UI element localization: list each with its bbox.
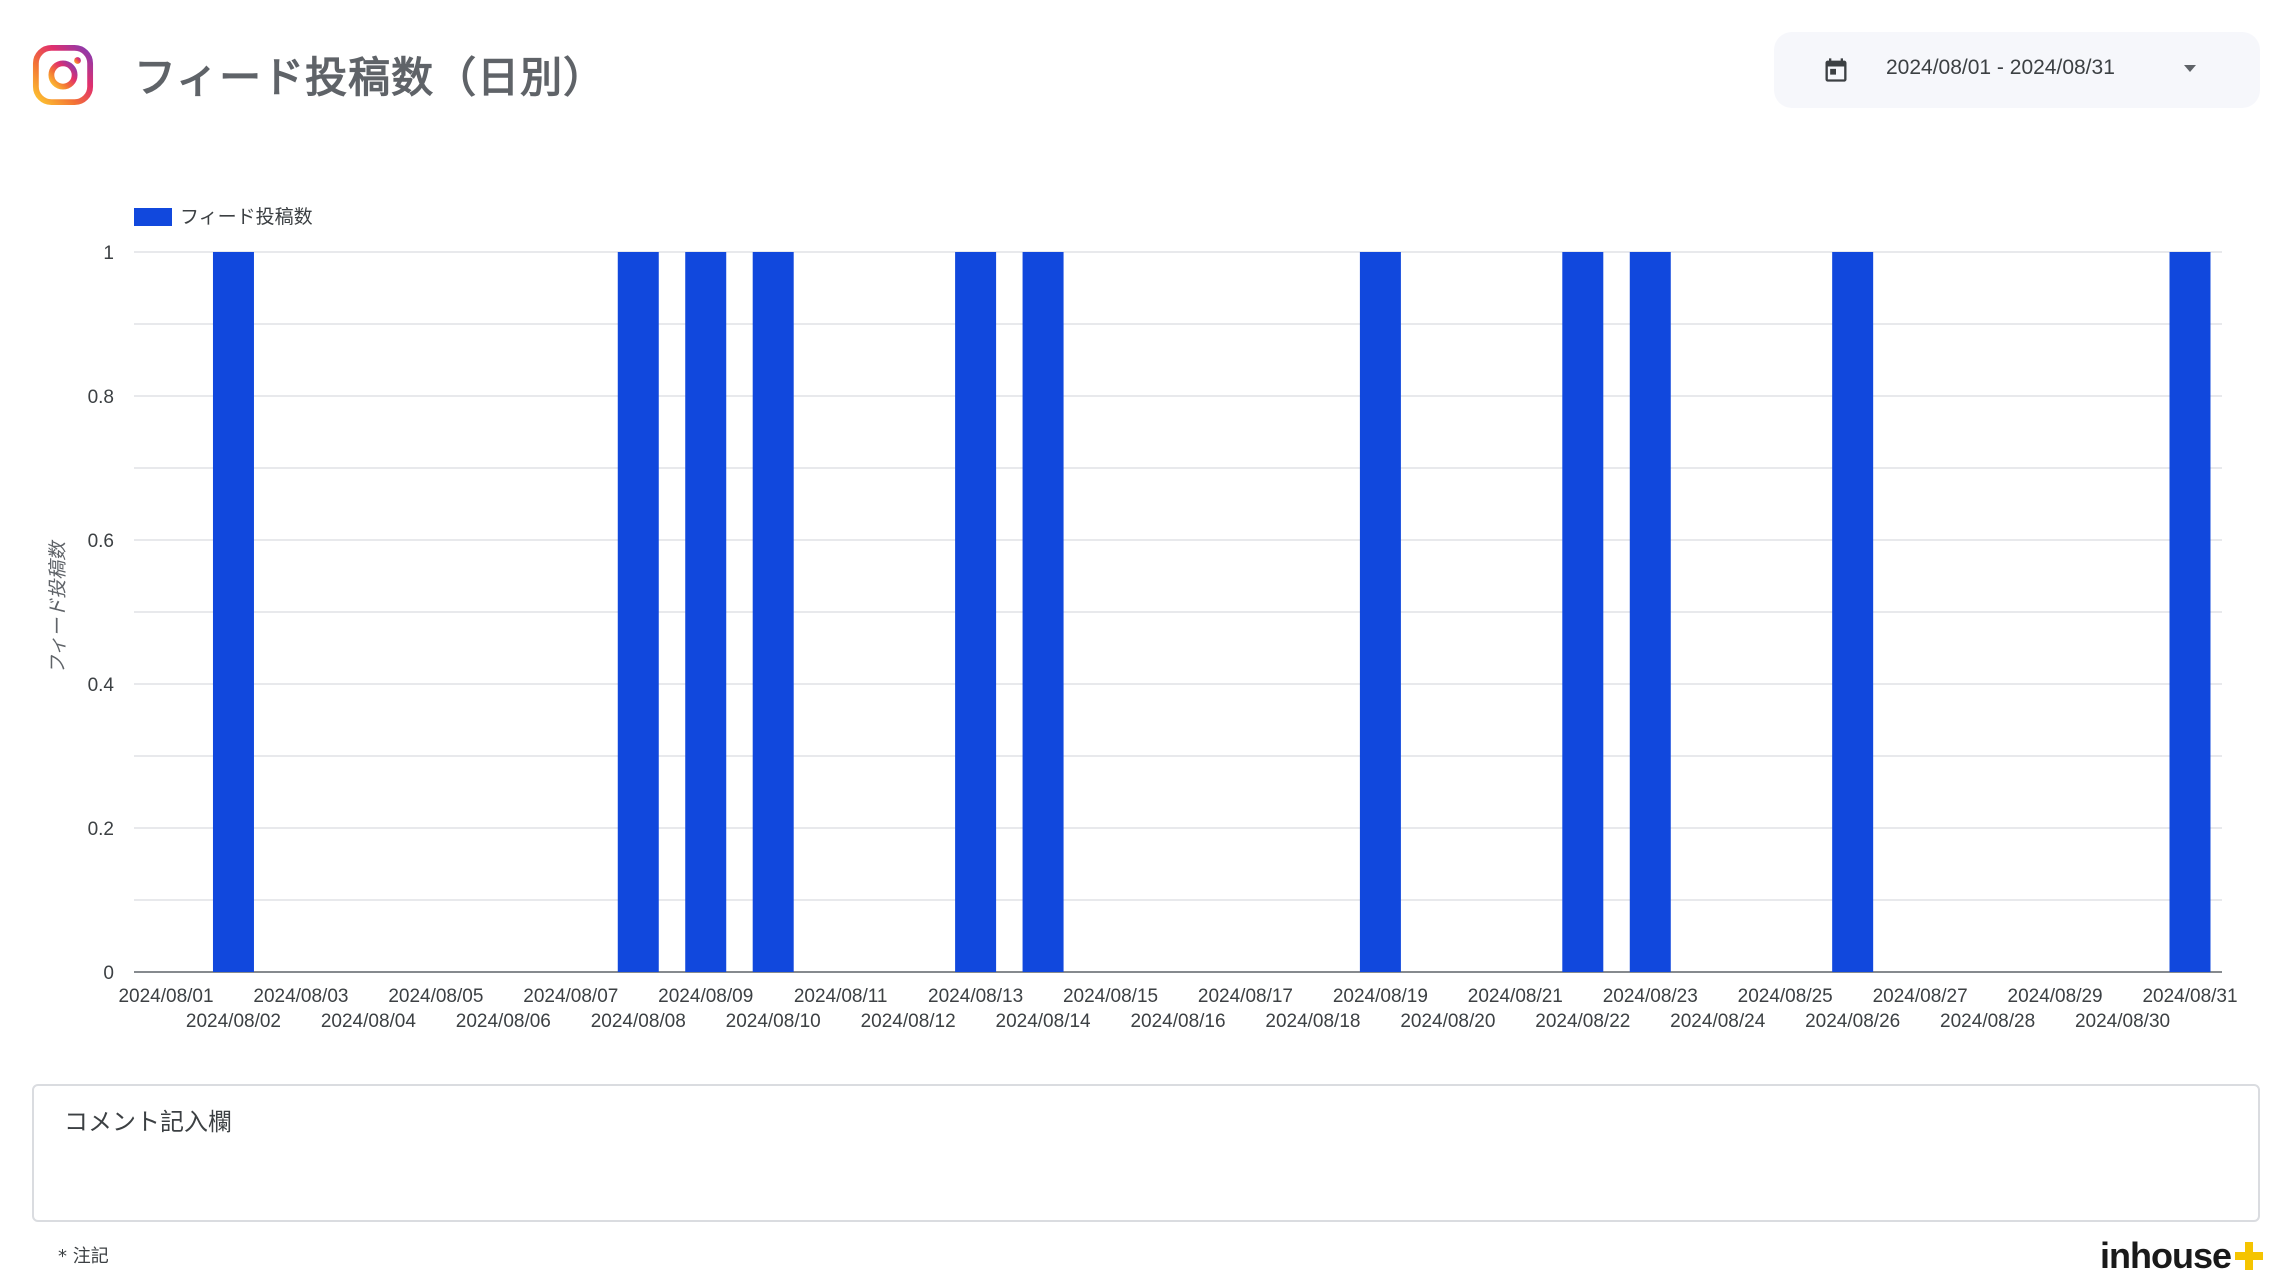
bar <box>1359 252 1401 972</box>
x-tick-label: 2024/08/02 <box>186 1011 281 1032</box>
x-tick-label: 2024/08/17 <box>1198 986 1293 1007</box>
legend-swatch <box>134 208 172 226</box>
footnote: * 注記 <box>58 1246 109 1267</box>
comment-box[interactable]: コメント記入欄 <box>32 1084 2260 1222</box>
bar <box>2169 252 2211 972</box>
x-tick-label: 2024/08/28 <box>1940 1011 2035 1032</box>
bar <box>1562 252 1604 972</box>
x-tick-label: 2024/08/26 <box>1805 1011 1900 1032</box>
x-tick-label: 2024/08/07 <box>523 986 618 1007</box>
x-tick-label: 2024/08/13 <box>928 986 1023 1007</box>
x-tick-label: 2024/08/10 <box>726 1011 821 1032</box>
bar <box>212 252 254 972</box>
x-tick-label: 2024/08/20 <box>1400 1011 1495 1032</box>
y-tick-label: 0.6 <box>88 531 114 552</box>
x-tick-label: 2024/08/25 <box>1738 986 1833 1007</box>
x-tick-label: 2024/08/14 <box>996 1011 1092 1032</box>
x-tick-label: 2024/08/18 <box>1265 1011 1360 1032</box>
y-tick-label: 0.2 <box>88 819 114 840</box>
chart-grid <box>134 251 2222 973</box>
y-axis-ticks: 0 0.2 0.4 0.6 0.8 1 <box>88 243 115 984</box>
date-range-picker[interactable]: 2024/08/01 - 2024/08/31 <box>1774 32 2260 108</box>
x-tick-label: 2024/08/09 <box>658 986 753 1007</box>
x-tick-label: 2024/08/21 <box>1468 986 1563 1007</box>
bar <box>752 252 794 972</box>
x-tick-label: 2024/08/03 <box>253 986 348 1007</box>
bar <box>1832 252 1874 972</box>
x-tick-label: 2024/08/29 <box>2008 986 2103 1007</box>
x-tick-label: 2024/08/24 <box>1670 1011 1766 1032</box>
x-tick-label: 2024/08/11 <box>794 986 888 1007</box>
page-title: フィード投稿数（日別） <box>134 53 607 102</box>
comment-label: コメント記入欄 <box>64 1108 232 1136</box>
x-axis-ticks: 2024/08/01 2024/08/02 2024/08/03 2024/08/04… <box>118 986 2237 1032</box>
x-tick-label: 2024/08/19 <box>1333 986 1428 1007</box>
x-tick-label: 2024/08/16 <box>1130 1011 1225 1032</box>
x-tick-label: 2024/08/08 <box>591 1011 686 1032</box>
x-tick-label: 2024/08/15 <box>1063 986 1158 1007</box>
bar <box>685 252 727 972</box>
y-axis-label: フィード投稿数 <box>47 539 69 675</box>
bar-chart: フィード投稿数 00.20.40.60.81 2024/08/012024/08… <box>47 206 2238 1032</box>
brand-logo: inhouse <box>2100 1232 2265 1280</box>
x-tick-label: 2024/08/22 <box>1535 1011 1630 1032</box>
x-tick-label: 2024/08/06 <box>456 1011 551 1032</box>
x-tick-label: 2024/08/23 <box>1603 986 1698 1007</box>
y-tick-label: 0.8 <box>88 387 114 408</box>
x-tick-label: 2024/08/30 <box>2075 1011 2170 1032</box>
x-tick-label: 2024/08/05 <box>388 986 483 1007</box>
x-tick-label: 2024/08/31 <box>2142 986 2237 1007</box>
brand-name: inhouse <box>2100 1235 2232 1276</box>
x-tick-label: 2024/08/01 <box>118 986 213 1007</box>
x-tick-label: 2024/08/04 <box>321 1011 417 1032</box>
y-tick-label: 0 <box>103 963 114 984</box>
x-tick-label: 2024/08/12 <box>861 1011 956 1032</box>
chart-legend: フィード投稿数 <box>134 206 313 228</box>
calendar-icon <box>1825 58 1847 82</box>
y-tick-label: 0.4 <box>88 675 115 696</box>
plus-icon <box>2235 1242 2264 1270</box>
chevron-down-icon <box>2184 65 2196 72</box>
instagram-logo-icon <box>32 44 94 106</box>
bar <box>1022 252 1064 972</box>
y-tick-label: 1 <box>103 243 114 264</box>
bar <box>955 252 997 972</box>
bar <box>1629 252 1671 972</box>
x-tick-label: 2024/08/27 <box>1873 986 1968 1007</box>
date-range-label: 2024/08/01 - 2024/08/31 <box>1886 56 2115 79</box>
legend-label: フィード投稿数 <box>180 206 313 228</box>
chart-bars <box>212 252 2211 972</box>
bar <box>617 252 659 972</box>
